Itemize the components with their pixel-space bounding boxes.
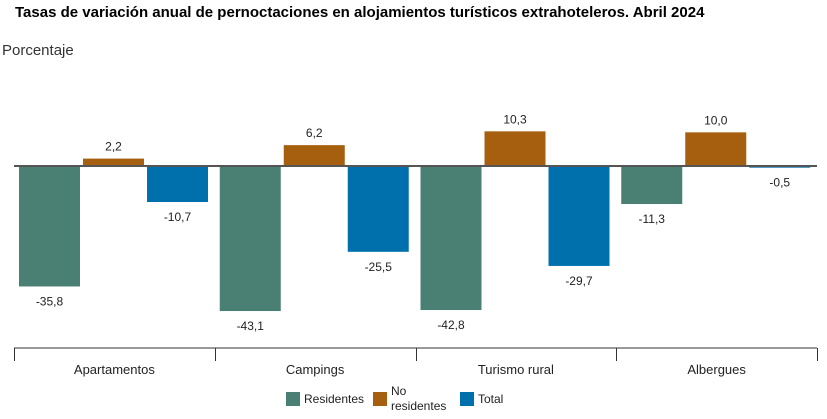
data-label: 10,3 <box>503 112 527 126</box>
legend-label: Residentes <box>304 392 365 406</box>
bar-total <box>147 166 208 203</box>
legend-swatch-total <box>460 392 474 406</box>
x-tick-label: Campings <box>286 362 345 377</box>
legend-item-no-residentes: No residentes <box>373 384 451 414</box>
bar-total <box>548 166 610 266</box>
bar-residentes <box>621 166 683 205</box>
bar-no-residentes <box>685 132 747 166</box>
legend-item-total: Total <box>460 386 503 406</box>
legend-label: Total <box>478 392 504 406</box>
chart-title: Tasas de variación anual de pernoctacion… <box>15 4 705 21</box>
bar-no-residentes <box>484 131 546 166</box>
data-label: 10,0 <box>704 113 728 127</box>
x-tick-label: Turismo rural <box>478 362 554 377</box>
bar-no-residentes <box>83 158 144 166</box>
data-label: -25,5 <box>365 260 393 274</box>
x-tick-label: Apartamentos <box>74 362 155 377</box>
data-label: -10,7 <box>164 210 192 224</box>
data-label: -43,1 <box>237 319 265 333</box>
legend-swatch-no-residentes <box>373 392 387 406</box>
bar-residentes <box>19 166 80 287</box>
legend-swatch-residentes <box>286 392 300 406</box>
data-label: -29,7 <box>565 274 593 288</box>
data-label: -35,8 <box>36 294 64 308</box>
legend-label: No residentes <box>391 384 447 413</box>
data-label: 2,2 <box>105 140 122 154</box>
x-tick-label: Albergues <box>687 362 746 377</box>
y-axis-label: Porcentaje <box>2 42 74 59</box>
bar-residentes <box>420 166 482 311</box>
data-label: -0,5 <box>769 176 790 190</box>
bar-total <box>347 166 409 252</box>
legend-item-residentes: Residentes <box>286 386 364 406</box>
data-label: -11,3 <box>639 212 666 226</box>
bar-residentes <box>219 166 281 312</box>
data-label: 6,2 <box>306 126 323 140</box>
bar-no-residentes <box>283 145 345 166</box>
data-label: -42,8 <box>437 318 465 332</box>
